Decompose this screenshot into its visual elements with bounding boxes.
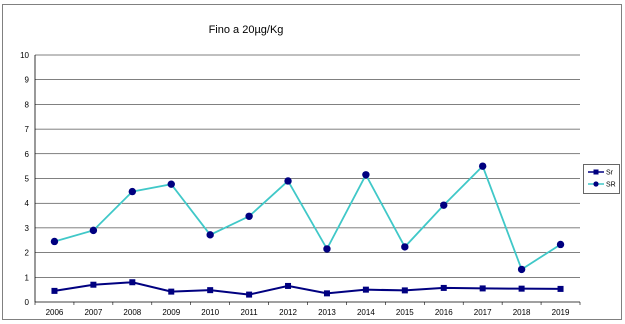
x-tick-label: 2007 <box>84 308 102 317</box>
x-tick-label: 2008 <box>123 308 141 317</box>
legend-label-SR: SR <box>606 182 616 189</box>
data-point-SR-2009 <box>167 180 175 188</box>
data-point-SR-2008 <box>128 187 137 196</box>
chart-title: Fino a 20µg/Kg <box>209 24 284 36</box>
y-tick-label: 3 <box>25 224 30 233</box>
x-tick-label: 2009 <box>162 308 180 317</box>
y-tick-label: 4 <box>25 199 30 208</box>
data-point-Sr-2015 <box>401 287 408 294</box>
data-point-Sr-2011 <box>246 291 253 298</box>
data-point-SR-2016 <box>440 201 448 209</box>
legend-marker-SR <box>593 181 599 187</box>
data-point-Sr-2017 <box>479 285 486 292</box>
y-tick-label: 8 <box>25 100 30 109</box>
x-tick-label: 2011 <box>241 308 259 317</box>
data-point-Sr-2019 <box>557 285 564 292</box>
x-tick-label: 2013 <box>318 308 336 317</box>
legend-marker-Sr <box>593 169 599 175</box>
data-point-Sr-2008 <box>129 279 136 286</box>
data-point-Sr-2018 <box>518 285 525 292</box>
series-line-Sr <box>54 281 561 296</box>
x-tick-label: 2012 <box>279 308 297 317</box>
legend: Sr SR <box>583 164 620 194</box>
y-tick-label: 2 <box>25 249 30 258</box>
data-point-SR-2011 <box>245 212 253 220</box>
data-point-SR-2010 <box>206 231 214 239</box>
x-tick-label: 2018 <box>513 308 531 317</box>
y-tick-label: 0 <box>25 298 30 307</box>
y-tick-label: 6 <box>25 150 30 159</box>
data-point-SR-2017 <box>478 162 487 170</box>
data-point-Sr-2013 <box>323 290 330 297</box>
data-point-SR-2012 <box>284 177 292 185</box>
legend-label-Sr: Sr <box>606 170 614 177</box>
x-tick-label: 2014 <box>357 308 375 317</box>
y-tick-label: 9 <box>25 76 30 85</box>
axes: 0 1 2 3 4 5 6 7 8 9 10 2006 2007 2008 2009 2010 2011 2012… <box>20 51 581 317</box>
x-tick-label: 2010 <box>201 308 219 317</box>
y-tick-label: 10 <box>20 51 29 60</box>
x-tick-label: 2019 <box>552 308 570 317</box>
data-point-SR-2013 <box>323 245 331 253</box>
x-tick-label: 2016 <box>435 308 453 317</box>
legend-box <box>583 164 620 194</box>
data-point-Sr-2016 <box>440 284 447 291</box>
data-point-Sr-2009 <box>168 288 175 295</box>
data-point-Sr-2010 <box>207 287 214 294</box>
x-tick-label: 2006 <box>46 308 64 317</box>
chart-area-border <box>2 4 622 320</box>
data-point-SR-2015 <box>401 243 409 251</box>
data-point-SR-2019 <box>556 240 565 249</box>
data-point-Sr-2007 <box>90 281 97 288</box>
x-tick-label: 2017 <box>474 308 492 317</box>
y-tick-label: 5 <box>25 175 30 184</box>
series-lines <box>50 162 565 298</box>
y-tick-label: 7 <box>25 125 30 134</box>
data-point-Sr-2006 <box>51 287 58 294</box>
y-tick-label: 1 <box>25 273 30 282</box>
data-point-Sr-2012 <box>285 282 292 289</box>
data-point-SR-2014 <box>362 171 370 179</box>
gridlines <box>35 54 580 278</box>
data-point-SR-2018 <box>517 265 526 274</box>
x-tick-label: 2015 <box>396 308 414 317</box>
data-point-SR-2006 <box>50 237 59 246</box>
data-point-SR-2007 <box>89 226 98 235</box>
data-point-Sr-2014 <box>362 286 369 293</box>
series-line-SR <box>54 164 562 271</box>
